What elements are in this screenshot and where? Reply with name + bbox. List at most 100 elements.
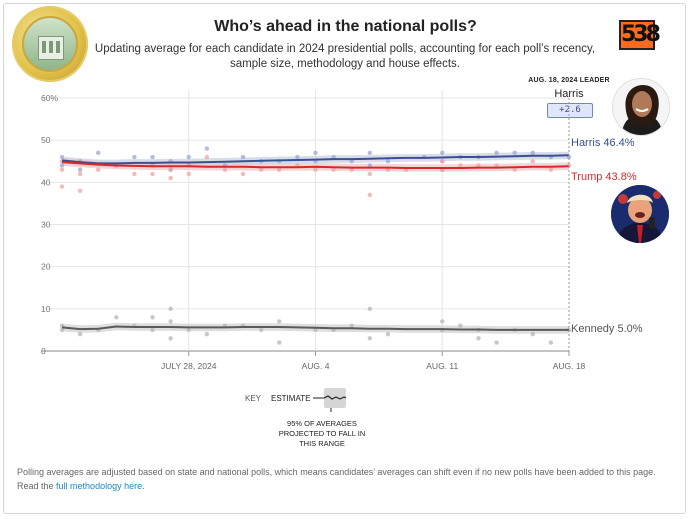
harris-poll-dot	[77, 167, 83, 172]
trump-poll-dot	[240, 171, 246, 177]
y-axis-labels: 60% 50 40 30 20 10 0	[41, 93, 58, 356]
leader-name: Harris	[554, 88, 584, 100]
kennedy-poll-dot	[548, 340, 554, 345]
y-tick-label: 20	[41, 262, 51, 272]
harris-poll-dot	[313, 150, 318, 156]
trump-poll-dot	[77, 171, 83, 177]
harris-poll-dot	[385, 159, 391, 164]
trump-poll-dot	[494, 163, 499, 168]
kennedy-end-label: Kennedy 5.0%	[571, 323, 643, 335]
trump-poll-dot	[186, 171, 191, 177]
kennedy-poll-dot	[77, 331, 83, 337]
trump-poll-dot	[204, 154, 210, 160]
harris-poll-dot	[440, 150, 445, 156]
trump-poll-dot	[530, 159, 535, 164]
trump-poll-dot	[277, 167, 282, 172]
trump-poll-dot	[150, 171, 155, 177]
kennedy-poll-dot	[367, 336, 373, 341]
trump-poll-dot	[512, 167, 517, 172]
key-estimate: ESTIMATE	[271, 394, 311, 403]
trump-poll-dot	[96, 167, 101, 172]
y-tick-label: 60%	[41, 93, 58, 103]
x-axis-labels: JULY 28, 2024 AUG. 4 AUG. 11 AUG. 18	[161, 361, 586, 371]
kennedy-poll-dot	[440, 319, 445, 324]
kennedy-poll-dot	[277, 340, 282, 345]
harris-end-label: Harris 46.4%	[571, 137, 635, 149]
harris-average-line	[61, 154, 570, 165]
average-lines	[61, 154, 570, 331]
kennedy-poll-dot	[494, 340, 499, 345]
kennedy-poll-dot	[150, 327, 155, 333]
kennedy-poll-dot	[277, 319, 282, 324]
trump-poll-dot	[548, 167, 554, 172]
kennedy-average-line	[61, 325, 569, 331]
kennedy-poll-dot	[349, 323, 354, 328]
leader-margin-badge: +2.6	[547, 103, 593, 118]
key-graphic	[313, 388, 347, 412]
footer-note: Polling averages are adjusted based on s…	[17, 465, 677, 493]
x-tick-label: AUG. 4	[302, 361, 330, 371]
poll-dots	[59, 146, 572, 345]
harris-poll-dot	[59, 154, 65, 160]
trump-poll-dot	[168, 167, 173, 172]
harris-poll-dot	[59, 163, 65, 168]
building-icon	[38, 36, 64, 60]
trump-avatar	[611, 185, 669, 243]
y-tick-label: 0	[41, 346, 46, 356]
harris-poll-dot	[150, 154, 155, 160]
trump-end-label: Trump 43.8%	[571, 171, 637, 183]
footer-text: Polling averages are adjusted based on s…	[17, 467, 656, 491]
x-tick-label: AUG. 11	[426, 361, 458, 371]
harris-poll-dot	[132, 154, 137, 160]
harris-poll-dot	[367, 163, 373, 168]
harris-poll-dot	[204, 146, 210, 151]
chart-grid	[42, 90, 570, 356]
kennedy-poll-dot	[530, 331, 535, 337]
trump-poll-dot	[440, 159, 445, 164]
harris-poll-dot	[349, 159, 354, 164]
trump-poll-dot	[458, 163, 463, 168]
trump-poll-dot	[367, 171, 373, 177]
x-tick-label: AUG. 18	[553, 361, 586, 371]
y-tick-label: 10	[41, 304, 51, 314]
kennedy-poll-dot	[168, 336, 173, 341]
kennedy-poll-dot	[168, 319, 173, 324]
methodology-link[interactable]: full methodology here	[56, 481, 143, 491]
trump-poll-dot	[476, 163, 481, 168]
harris-poll-dot	[367, 150, 373, 156]
harris-poll-dot	[96, 150, 101, 156]
trump-poll-dot	[59, 184, 65, 189]
trump-poll-dot	[331, 167, 336, 172]
harris-poll-dot	[295, 154, 300, 160]
kennedy-poll-dot	[186, 327, 191, 333]
footer-end: .	[142, 481, 145, 491]
y-tick-label: 40	[41, 177, 51, 187]
trump-poll-dot	[59, 167, 65, 172]
538-logo[interactable]: 538	[619, 20, 661, 50]
trump-average-line	[61, 161, 570, 169]
seal-inner	[22, 16, 78, 72]
kennedy-poll-dot	[114, 315, 119, 320]
y-tick-label: 30	[41, 220, 51, 230]
harris-poll-dot	[240, 154, 246, 160]
x-tick-label: JULY 28, 2024	[161, 361, 217, 371]
chart-title: Who’s ahead in the national polls?	[214, 18, 477, 35]
trump-poll-dot	[222, 167, 228, 172]
trump-poll-dot	[258, 167, 264, 172]
trump-poll-dot	[132, 171, 137, 177]
trump-poll-dot	[313, 167, 318, 172]
chart-subtitle: Updating average for each candidate in 2…	[94, 43, 596, 70]
publication-logo	[12, 6, 88, 82]
harris-avatar	[612, 78, 670, 136]
kennedy-poll-dot	[385, 331, 391, 337]
kennedy-poll-dot	[476, 336, 481, 341]
kennedy-poll-dot	[367, 306, 373, 312]
harris-poll-dot	[494, 150, 499, 156]
chart-card	[3, 3, 686, 514]
kennedy-poll-dot	[150, 315, 155, 320]
harris-poll-dot	[530, 150, 535, 156]
key-note: 95% OF AVERAGES PROJECTED TO FALL IN THI…	[278, 419, 366, 448]
trump-poll-dot	[367, 192, 373, 198]
harris-poll-dot	[512, 150, 517, 156]
y-tick-label: 50	[41, 135, 51, 145]
